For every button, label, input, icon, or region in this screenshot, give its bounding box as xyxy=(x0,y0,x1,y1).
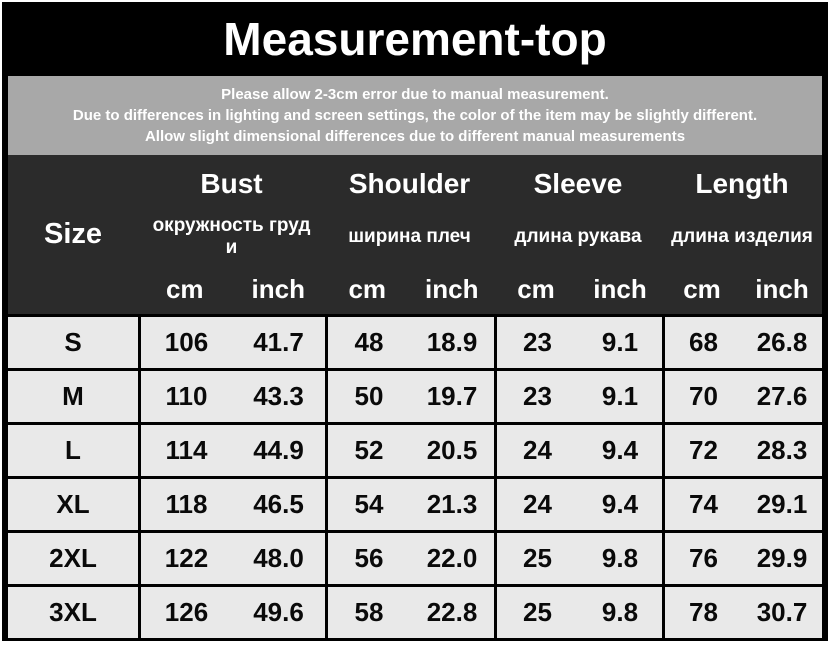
cell-bust-inch: 48.0 xyxy=(253,543,304,573)
disclaimer-line: Please allow 2-3cm error due to manual m… xyxy=(221,86,609,103)
column-header-size: Size xyxy=(43,218,103,250)
cell-shoulder-cm: 54 xyxy=(325,479,410,530)
bust-unit-inch: inch xyxy=(251,274,305,304)
bust-unit-cm: cm xyxy=(165,274,204,304)
cell-shoulder-cm: 50 xyxy=(325,371,410,422)
disclaimer-panel: Please allow 2-3cm error due to manual m… xyxy=(8,76,822,155)
sleeve-unit-inch: inch xyxy=(593,274,647,304)
cell-size: M xyxy=(62,381,84,411)
table-body: S 106 41.7 48 18.9 23 9.1 68 26.8 M 110 … xyxy=(8,314,822,641)
cell-sleeve-inch: 9.1 xyxy=(601,327,639,357)
column-header-shoulder: Shoulder ширина плеч cm inch xyxy=(325,155,494,314)
shoulder-label: Shoulder xyxy=(348,168,471,199)
shoulder-subtitle-ru: ширина плеч xyxy=(348,226,471,247)
cell-length-cm: 74 xyxy=(662,479,742,530)
shoulder-unit-cm: cm xyxy=(348,274,387,304)
length-subtitle-ru: длина изделия xyxy=(671,226,813,247)
cell-sleeve-inch: 9.4 xyxy=(601,435,639,465)
cell-sleeve-inch: 9.4 xyxy=(601,489,639,519)
cell-bust-cm: 126 xyxy=(138,587,232,638)
table-row-m: M 110 43.3 50 19.7 23 9.1 70 27.6 xyxy=(8,371,822,422)
cell-shoulder-inch: 20.5 xyxy=(426,435,478,465)
table-row-3xl: 3XL 126 49.6 58 22.8 25 9.8 78 30.7 xyxy=(8,587,822,638)
cell-bust-inch: 49.6 xyxy=(253,597,304,627)
cell-shoulder-inch: 22.0 xyxy=(426,543,478,573)
cell-length-cm: 72 xyxy=(662,425,742,476)
cell-bust-cm: 122 xyxy=(138,533,232,584)
table-row-xl: XL 118 46.5 54 21.3 24 9.4 74 29.1 xyxy=(8,479,822,530)
shoulder-unit-inch: inch xyxy=(425,274,479,304)
cell-shoulder-inch: 21.3 xyxy=(426,489,478,519)
cell-length-inch: 28.3 xyxy=(756,435,808,465)
cell-shoulder-cm: 48 xyxy=(325,317,410,368)
disclaimer-line: Allow slight dimensional differences due… xyxy=(144,128,686,145)
cell-sleeve-cm: 25 xyxy=(494,533,578,584)
title-banner: Measurement-top xyxy=(8,2,822,76)
cell-bust-cm: 118 xyxy=(138,479,232,530)
sleeve-unit-cm: cm xyxy=(517,274,555,304)
length-unit-cm: cm xyxy=(683,274,721,304)
cell-shoulder-cm: 52 xyxy=(325,425,410,476)
cell-bust-inch: 46.5 xyxy=(253,489,304,519)
bust-label: Bust xyxy=(200,168,263,199)
cell-size: 2XL xyxy=(49,543,97,573)
table-row-l: L 114 44.9 52 20.5 24 9.4 72 28.3 xyxy=(8,425,822,476)
bust-subtitle-ru: окружность груд и xyxy=(152,215,311,258)
cell-sleeve-inch: 9.1 xyxy=(601,381,639,411)
cell-length-inch: 29.1 xyxy=(756,489,808,519)
page-title: Measurement-top xyxy=(223,13,607,65)
cell-size: S xyxy=(64,327,82,357)
cell-length-cm: 78 xyxy=(662,587,742,638)
cell-length-inch: 27.6 xyxy=(756,381,808,411)
cell-size: XL xyxy=(56,489,90,519)
cell-shoulder-inch: 19.7 xyxy=(426,381,478,411)
column-header-sleeve: Sleeve длина рукава cm inch xyxy=(494,155,662,314)
cell-shoulder-inch: 18.9 xyxy=(426,327,478,357)
cell-sleeve-cm: 25 xyxy=(494,587,578,638)
cell-bust-cm: 106 xyxy=(138,317,232,368)
cell-shoulder-cm: 58 xyxy=(325,587,410,638)
table-row-s: S 106 41.7 48 18.9 23 9.1 68 26.8 xyxy=(8,317,822,368)
cell-bust-inch: 43.3 xyxy=(253,381,304,411)
sleeve-subtitle-ru: длина рукава xyxy=(514,226,642,247)
cell-sleeve-cm: 23 xyxy=(494,371,578,422)
column-header-bust: Bust окружность груд и cm inch xyxy=(138,155,325,314)
table-row-2xl: 2XL 122 48.0 56 22.0 25 9.8 76 29.9 xyxy=(8,533,822,584)
length-unit-inch: inch xyxy=(755,274,809,304)
cell-sleeve-cm: 23 xyxy=(494,317,578,368)
cell-bust-inch: 44.9 xyxy=(253,435,304,465)
cell-bust-cm: 114 xyxy=(138,425,232,476)
cell-size: 3XL xyxy=(49,597,97,627)
cell-shoulder-cm: 56 xyxy=(325,533,410,584)
cell-shoulder-inch: 22.8 xyxy=(426,597,478,627)
cell-length-cm: 76 xyxy=(662,533,742,584)
cell-length-cm: 68 xyxy=(662,317,742,368)
sleeve-label: Sleeve xyxy=(533,168,623,199)
cell-length-cm: 70 xyxy=(662,371,742,422)
cell-length-inch: 29.9 xyxy=(756,543,808,573)
disclaimer-line: Due to differences in lighting and scree… xyxy=(72,107,758,124)
cell-length-inch: 26.8 xyxy=(756,327,808,357)
cell-length-inch: 30.7 xyxy=(756,597,808,627)
cell-sleeve-inch: 9.8 xyxy=(601,543,639,573)
cell-bust-cm: 110 xyxy=(138,371,232,422)
cell-bust-inch: 41.7 xyxy=(253,327,304,357)
cell-size: L xyxy=(65,435,81,465)
cell-sleeve-cm: 24 xyxy=(494,479,578,530)
table-header: Size Bust окружность груд и cm inch Shou… xyxy=(8,155,822,314)
length-label: Length xyxy=(695,168,789,199)
column-header-length: Length длина изделия cm inch xyxy=(662,155,822,314)
cell-sleeve-inch: 9.8 xyxy=(601,597,639,627)
cell-sleeve-cm: 24 xyxy=(494,425,578,476)
